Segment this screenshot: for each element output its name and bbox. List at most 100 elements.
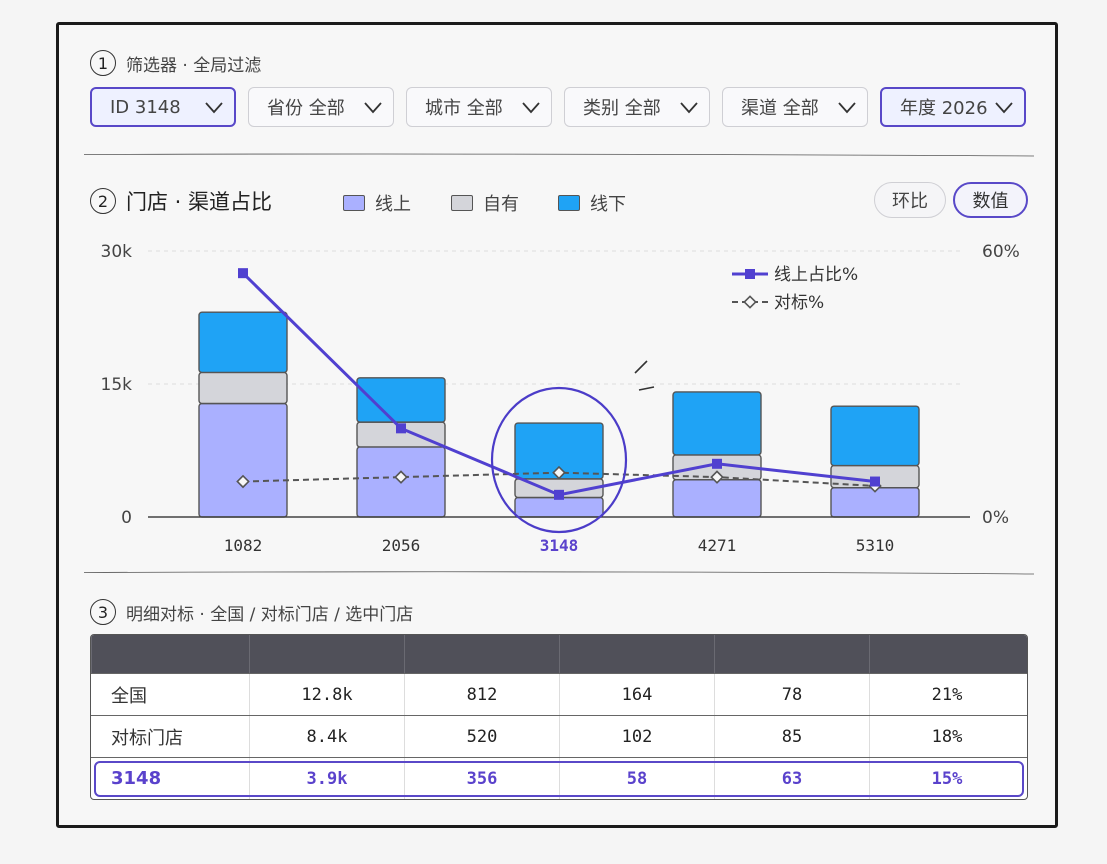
legend-label-benchmark: 对标% [774,293,824,313]
sketch-mark [634,360,655,391]
legend-item-offline: 线下 [558,190,626,216]
filters-title-text: 筛选器 · 全局过滤 [126,55,262,76]
legend-marker-online [745,269,755,279]
table-row[interactable]: 全国 12.8k 812 164 78 21% [91,673,1027,715]
table-cell: 63 [714,758,869,799]
bar-segment [356,377,446,423]
benchmark-marker [710,470,724,484]
table-cell: 12.8k [249,674,404,715]
section-number-badge: 1 [90,50,116,76]
table-cell: 3.9k [249,758,404,799]
legend-item-online: 线上 [343,190,411,216]
x-tick-label: 3148 [540,536,579,555]
table-cell: 102 [559,716,714,757]
table-cell: 21% [869,674,1024,715]
legend-marker-benchmark [743,295,757,309]
section-divider [84,153,1034,157]
filter-select-value: 年度 2026 [900,98,988,119]
channel-chart: 30k 15k 0 60% 0% 1082 2056 3148 4271 5310 线上占比% 对标% [101,242,1020,555]
channel-title-text: 门店 · 渠道占比 [126,190,273,214]
channel-section-title: 2 门店 · 渠道占比 [90,186,272,216]
table-cell: 78 [714,674,869,715]
table-header-row [91,635,1027,673]
filter-bar: ID 3148 省份 全部 城市 全部 类别 全部 渠道 全部 年度 2026 [90,87,1026,127]
online-share-marker [870,476,880,487]
filter-select-value: 省份 全部 [267,98,345,119]
section-divider [84,571,1034,575]
y-right-tick-label: 0% [982,508,1009,528]
table-row-selected[interactable]: 3148 3.9k 356 58 63 15% [91,757,1027,799]
filter-select-value: ID 3148 [110,96,181,118]
table-cell: 18% [869,716,1024,757]
bar-segment [198,402,288,518]
benchmark-marker [552,465,566,480]
bar-segment [198,371,288,405]
filters-section-title: 1 筛选器 · 全局过滤 [90,50,261,76]
toggle-value-button[interactable]: 数值 [953,182,1028,218]
online-share-marker [396,423,406,434]
detail-table: 全国 12.8k 812 164 78 21% 对标门店 8.4k 520 102 85 18% 314… [90,634,1028,800]
benchmark-marker [236,474,250,489]
filter-select[interactable]: 省份 全部 [248,87,394,127]
x-tick-label: 2056 [382,536,421,555]
x-tick-label: 1082 [224,536,263,555]
benchmark-marker [394,470,408,484]
chevron-down-icon [364,102,382,114]
filter-select[interactable]: 渠道 全部 [722,87,868,127]
bar-segment [672,479,762,518]
table-header-cell [714,635,869,673]
legend-label: 自有 [483,194,519,215]
table-cell: 520 [404,716,559,757]
y-right-tick-label: 60% [982,242,1020,262]
filter-select-value: 渠道 全部 [741,98,819,119]
legend-swatch [343,195,365,211]
table-header-cell [404,635,559,673]
chevron-down-icon [995,102,1013,114]
table-cell: 58 [559,758,714,799]
y-left-tick-label: 0 [121,508,132,528]
filter-select[interactable]: 类别 全部 [564,87,710,127]
legend-item-owned: 自有 [451,190,519,216]
filter-select-value: 城市 全部 [425,98,503,119]
table-cell: 15% [869,758,1024,799]
table-cell: 85 [714,716,869,757]
table-cell: 164 [559,674,714,715]
legend-label: 线下 [590,194,626,215]
table-cell: 356 [404,758,559,799]
benchmark-line [242,471,876,487]
row-label: 3148 [111,768,162,789]
table-header-cell [559,635,714,673]
row-label: 全国 [111,685,147,707]
bar-segment [830,405,920,467]
table-row[interactable]: 对标门店 8.4k 520 102 85 18% [91,715,1027,757]
table-cell: 8.4k [249,716,404,757]
online-share-marker [712,458,722,469]
y-left-tick-label: 15k [101,375,133,395]
highlight-circle [490,386,628,534]
chevron-down-icon [522,102,540,114]
legend-swatch [558,195,580,211]
section-number-badge: 2 [90,188,116,214]
chevron-down-icon [205,102,223,114]
filter-select[interactable]: ID 3148 [90,87,236,127]
filter-select[interactable]: 年度 2026 [880,87,1026,127]
filter-select[interactable]: 城市 全部 [406,87,552,127]
table-header-cell [91,635,249,673]
legend-swatch [451,195,473,211]
bar-segment [672,391,762,456]
legend-label-online: 线上占比% [774,265,858,285]
bar-segment [198,311,288,374]
table-cell: 812 [404,674,559,715]
chevron-down-icon [838,102,856,114]
toggle-mom-button[interactable]: 环比 [874,182,946,218]
x-tick-label: 4271 [698,536,737,555]
online-share-marker [554,489,564,500]
section-number-badge: 3 [90,599,116,625]
filter-select-value: 类别 全部 [583,98,661,119]
bar-segment [514,496,604,518]
table-header-cell [249,635,404,673]
online-share-marker [238,268,248,279]
y-left-tick-label: 30k [101,242,133,262]
x-tick-label: 5310 [856,536,895,555]
row-label: 对标门店 [111,727,183,749]
